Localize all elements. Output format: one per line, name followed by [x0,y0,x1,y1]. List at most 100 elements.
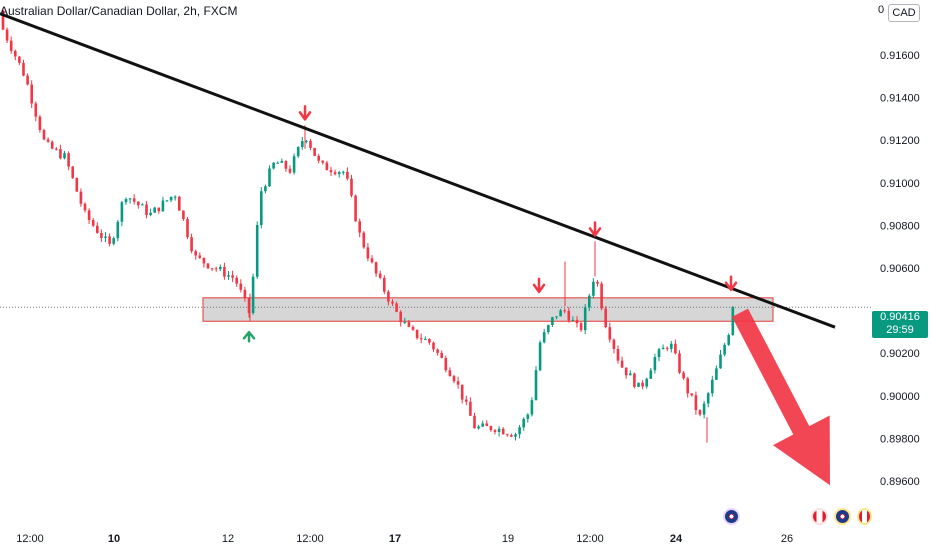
candle-down [247,297,251,314]
candle-down [46,139,50,142]
candle-down [100,232,103,238]
currency-button[interactable]: CAD [888,4,920,22]
candle-down [317,155,320,161]
candle-down [26,75,29,85]
candle-down [456,381,460,385]
candle-down [71,166,74,178]
y-tick-label: 0.91400 [880,93,920,105]
australia-flag-icon[interactable] [723,508,740,525]
candle-up [251,276,255,314]
candle-down [30,84,33,104]
candle-down [325,162,329,171]
y-tick-label: 0.91000 [880,178,920,190]
candle-down [358,221,361,233]
candle-up [169,196,173,201]
x-tick-label: 12:00 [576,533,604,545]
candle-down [354,195,357,222]
candle-down [14,50,17,57]
candle-up [337,172,341,175]
candle-down [362,232,366,248]
candle-up [657,349,661,358]
candle-down [137,201,140,206]
candle-up [661,347,665,350]
y-tick-label: 0.91200 [880,135,920,147]
candle-up [481,423,484,427]
candle-down [665,347,669,349]
candle-down [378,273,382,278]
candle-down [428,338,431,343]
candle-down [440,352,443,358]
candle-up [280,160,284,163]
candle-down [231,275,234,278]
candle-down [87,210,91,221]
candle-down [391,301,394,304]
candle-down [616,348,620,361]
y-tick-label: 0.90200 [880,348,920,360]
candle-up [547,325,550,333]
candle-up [629,373,632,376]
candle-up [305,140,308,142]
canada-flag-icon[interactable] [857,508,872,525]
candle-down [678,353,681,373]
y-tick-label: 0.90600 [880,263,920,275]
top-tick-fragment: 0 [878,4,885,16]
candle-down [309,140,312,148]
candle-down [55,148,58,150]
candle-up [588,295,591,308]
candle-down [448,370,452,377]
candle-up [559,310,562,317]
candle-up [583,307,587,331]
candle-down [383,277,386,292]
candle-down [370,258,374,263]
australia-flag-icon[interactable] [834,508,851,525]
candle-up [268,168,271,187]
candle-up [715,368,718,380]
candle-up [727,335,730,345]
x-tick-label: 26 [781,533,793,545]
candle-up [264,186,267,192]
candle-down [690,393,694,396]
candle-up [120,202,124,222]
candle-down [608,327,612,340]
candle-down [436,349,439,353]
candle-down [22,62,25,76]
candle-down [399,311,402,323]
candle-down [186,219,189,238]
candle-down [284,160,288,169]
candle-up [719,354,722,369]
candle-down [9,40,13,51]
candle-up [670,343,673,349]
y-tick-label: 0.89800 [880,433,920,445]
candle-up [518,427,521,435]
x-tick-label: 12:00 [16,533,44,545]
candle-down [387,291,390,302]
candle-down [182,210,185,220]
candle-up [165,200,169,202]
symbol-title[interactable]: Australian Dollar/Canadian Dollar, 2h, F… [0,4,238,18]
candle-up [116,221,120,239]
candle-down [1,10,5,30]
canada-flag-icon[interactable] [811,508,828,525]
candle-up [260,191,263,226]
candle-up [276,162,279,164]
candle-up [342,171,345,173]
y-tick-label: 0.90800 [880,220,920,232]
resistance-trendline [0,12,836,329]
x-tick-label: 10 [108,533,120,545]
candle-up [292,156,296,173]
candle-down [79,191,83,204]
candle-down [473,415,476,429]
candle-up [649,370,653,379]
candle-down [206,263,210,269]
candle-down [694,395,698,411]
candle-down [575,319,579,324]
y-tick-label: 0.90000 [880,391,920,403]
candle-up [592,281,595,296]
candle-down [288,168,292,173]
candle-down [67,153,70,167]
candle-down [239,283,243,290]
candle-up [542,332,546,343]
bar-countdown: 29:59 [886,324,914,336]
